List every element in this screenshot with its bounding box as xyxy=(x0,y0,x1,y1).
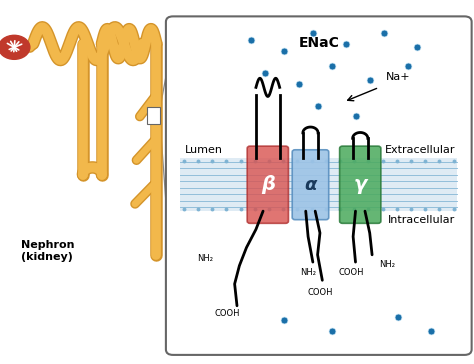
FancyBboxPatch shape xyxy=(292,150,328,220)
Text: α: α xyxy=(304,176,317,194)
FancyBboxPatch shape xyxy=(166,16,472,355)
FancyBboxPatch shape xyxy=(247,146,288,223)
Text: γ: γ xyxy=(354,175,367,194)
Text: Na+: Na+ xyxy=(386,72,411,82)
Text: β: β xyxy=(261,175,275,194)
FancyBboxPatch shape xyxy=(339,146,381,223)
Circle shape xyxy=(0,35,30,59)
Bar xyxy=(180,158,457,211)
Text: COOH: COOH xyxy=(307,288,333,297)
Bar xyxy=(147,107,160,124)
Text: NH₂: NH₂ xyxy=(300,268,316,277)
Text: Extracellular: Extracellular xyxy=(384,145,455,155)
Text: Intracellular: Intracellular xyxy=(388,215,455,225)
Text: NH₂: NH₂ xyxy=(197,254,213,263)
Text: NH₂: NH₂ xyxy=(379,260,395,269)
Text: Nephron
(kidney): Nephron (kidney) xyxy=(21,240,74,262)
Text: COOH: COOH xyxy=(338,268,364,277)
Text: ENaC: ENaC xyxy=(298,36,339,50)
Text: Lumen: Lumen xyxy=(185,145,223,155)
Text: COOH: COOH xyxy=(215,309,240,318)
